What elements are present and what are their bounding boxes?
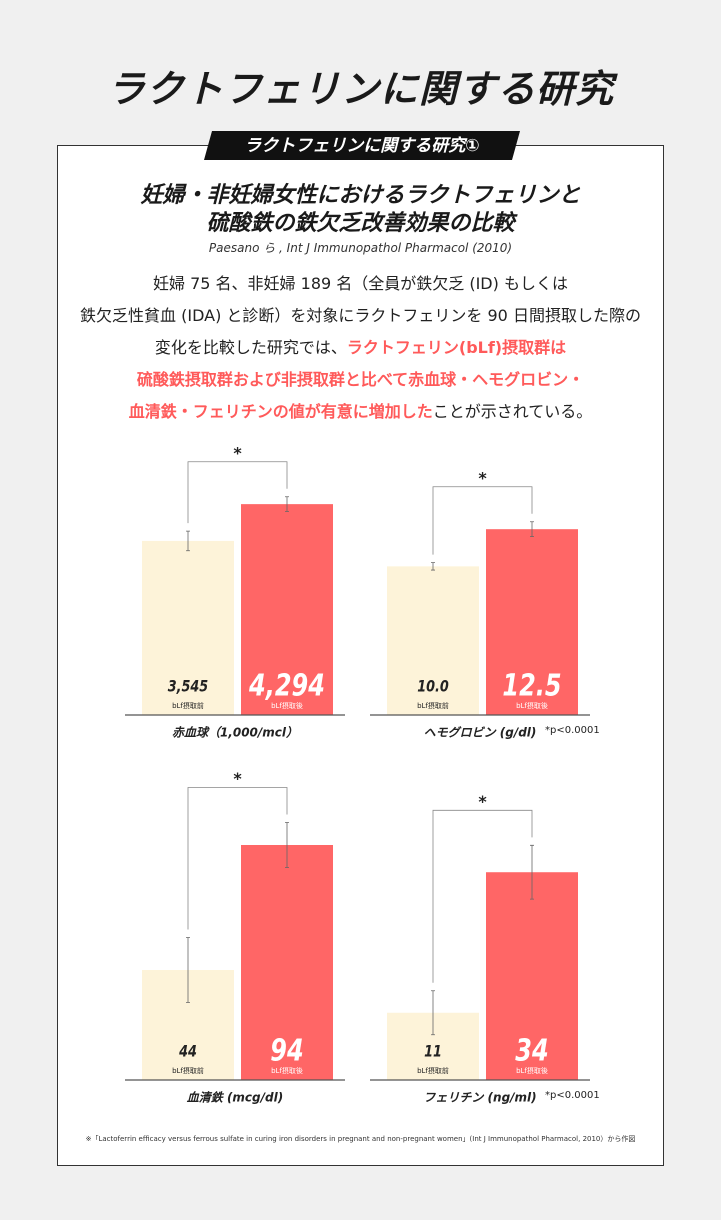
category-label: bLf摂取後 bbox=[271, 1066, 303, 1075]
category-label: bLf摂取前 bbox=[417, 1066, 449, 1075]
value-label: 44 bbox=[178, 1043, 197, 1061]
x-axis-label: フェリチン (ng/ml) bbox=[423, 1091, 536, 1105]
value-label: 11 bbox=[424, 1043, 442, 1061]
text: 鉄欠乏性貧血 (IDA) と診断）を対象にラクトフェリンを 90 日間摂取した際… bbox=[80, 306, 641, 325]
text: 変化を比較した研究では、 bbox=[154, 338, 347, 357]
note: *p<0.0001 bbox=[545, 725, 600, 736]
category-label: bLf摂取後 bbox=[271, 701, 303, 710]
error-bar bbox=[431, 990, 435, 1036]
text: 妊婦 75 名、非妊婦 189 名（全員が鉄欠乏 (ID) もしくは bbox=[153, 274, 568, 293]
highlight-text: 血清鉄・フェリチンの値が有意に増加した bbox=[128, 402, 433, 421]
error-bar bbox=[285, 496, 289, 512]
value-label: 94 bbox=[270, 1034, 303, 1068]
value-label: 10.0 bbox=[417, 678, 449, 696]
paragraph-line: 鉄欠乏性貧血 (IDA) と診断）を対象にラクトフェリンを 90 日間摂取した際… bbox=[0, 302, 721, 326]
bar bbox=[241, 504, 333, 715]
category-label: bLf摂取後 bbox=[516, 701, 548, 710]
x-axis-label: ヘモグロビン (g/dl) bbox=[424, 726, 537, 740]
study-title: 硫酸鉄の鉄欠乏改善効果の比較 bbox=[206, 211, 515, 236]
category-label: bLf摂取後 bbox=[516, 1066, 548, 1075]
bar bbox=[241, 845, 333, 1080]
error-bar bbox=[285, 822, 289, 868]
study-title: 妊婦・非妊婦女性におけるラクトフェリンと bbox=[140, 183, 581, 208]
error-bar bbox=[530, 844, 534, 900]
error-bar bbox=[186, 937, 190, 1003]
note: *p<0.0001 bbox=[545, 1090, 600, 1101]
tab-label: ラクトフェリンに関する研究① bbox=[244, 136, 479, 156]
error-bar bbox=[431, 562, 435, 571]
value-label: 4,294 bbox=[248, 669, 325, 703]
value-label: 3,545 bbox=[168, 678, 208, 696]
significance-bracket bbox=[187, 787, 288, 930]
text: ことが示されている。 bbox=[432, 402, 593, 421]
error-bar bbox=[530, 521, 534, 538]
category-label: bLf摂取前 bbox=[172, 701, 204, 710]
bar bbox=[486, 529, 578, 715]
citation: Paesano ら , Int J Immunopathol Pharmacol… bbox=[208, 241, 513, 255]
paragraph-line: 妊婦 75 名、非妊婦 189 名（全員が鉄欠乏 (ID) もしくは bbox=[0, 270, 721, 294]
footnote: ※「Lactoferrin efficacy versus ferrous su… bbox=[85, 1135, 636, 1143]
paragraph-line: 硫酸鉄摂取群および非摂取群と比べて赤血球・ヘモグロビン・ bbox=[0, 366, 721, 390]
error-bar bbox=[186, 530, 190, 552]
value-label: 12.5 bbox=[502, 669, 561, 703]
significance-mark: * bbox=[233, 443, 242, 462]
tab-bg bbox=[204, 131, 520, 160]
category-label: bLf摂取前 bbox=[172, 1066, 204, 1075]
highlight-text: 硫酸鉄摂取群および非摂取群と比べて赤血球・ヘモグロビン・ bbox=[136, 370, 585, 389]
significance-bracket bbox=[187, 461, 288, 524]
significance-mark: * bbox=[478, 468, 487, 487]
significance-bracket bbox=[432, 486, 533, 555]
x-axis-label: 赤血球（1,000/mcl） bbox=[172, 726, 298, 740]
significance-mark: * bbox=[233, 769, 242, 788]
significance-bracket bbox=[432, 809, 533, 983]
bar bbox=[486, 872, 578, 1080]
bar bbox=[387, 566, 479, 715]
highlight-text: ラクトフェリン(bLf)摂取群は bbox=[346, 338, 567, 357]
category-label: bLf摂取前 bbox=[417, 701, 449, 710]
page-title: ラクトフェリンに関する研究 bbox=[106, 67, 614, 111]
value-label: 34 bbox=[515, 1034, 548, 1068]
x-axis-label: 血清鉄 (mcg/dl) bbox=[187, 1091, 283, 1105]
paragraph-line: 変化を比較した研究では、ラクトフェリン(bLf)摂取群は bbox=[0, 334, 721, 358]
significance-mark: * bbox=[478, 792, 487, 811]
bar bbox=[142, 540, 234, 715]
paragraph-line: 血清鉄・フェリチンの値が有意に増加したことが示されている。 bbox=[0, 398, 721, 422]
